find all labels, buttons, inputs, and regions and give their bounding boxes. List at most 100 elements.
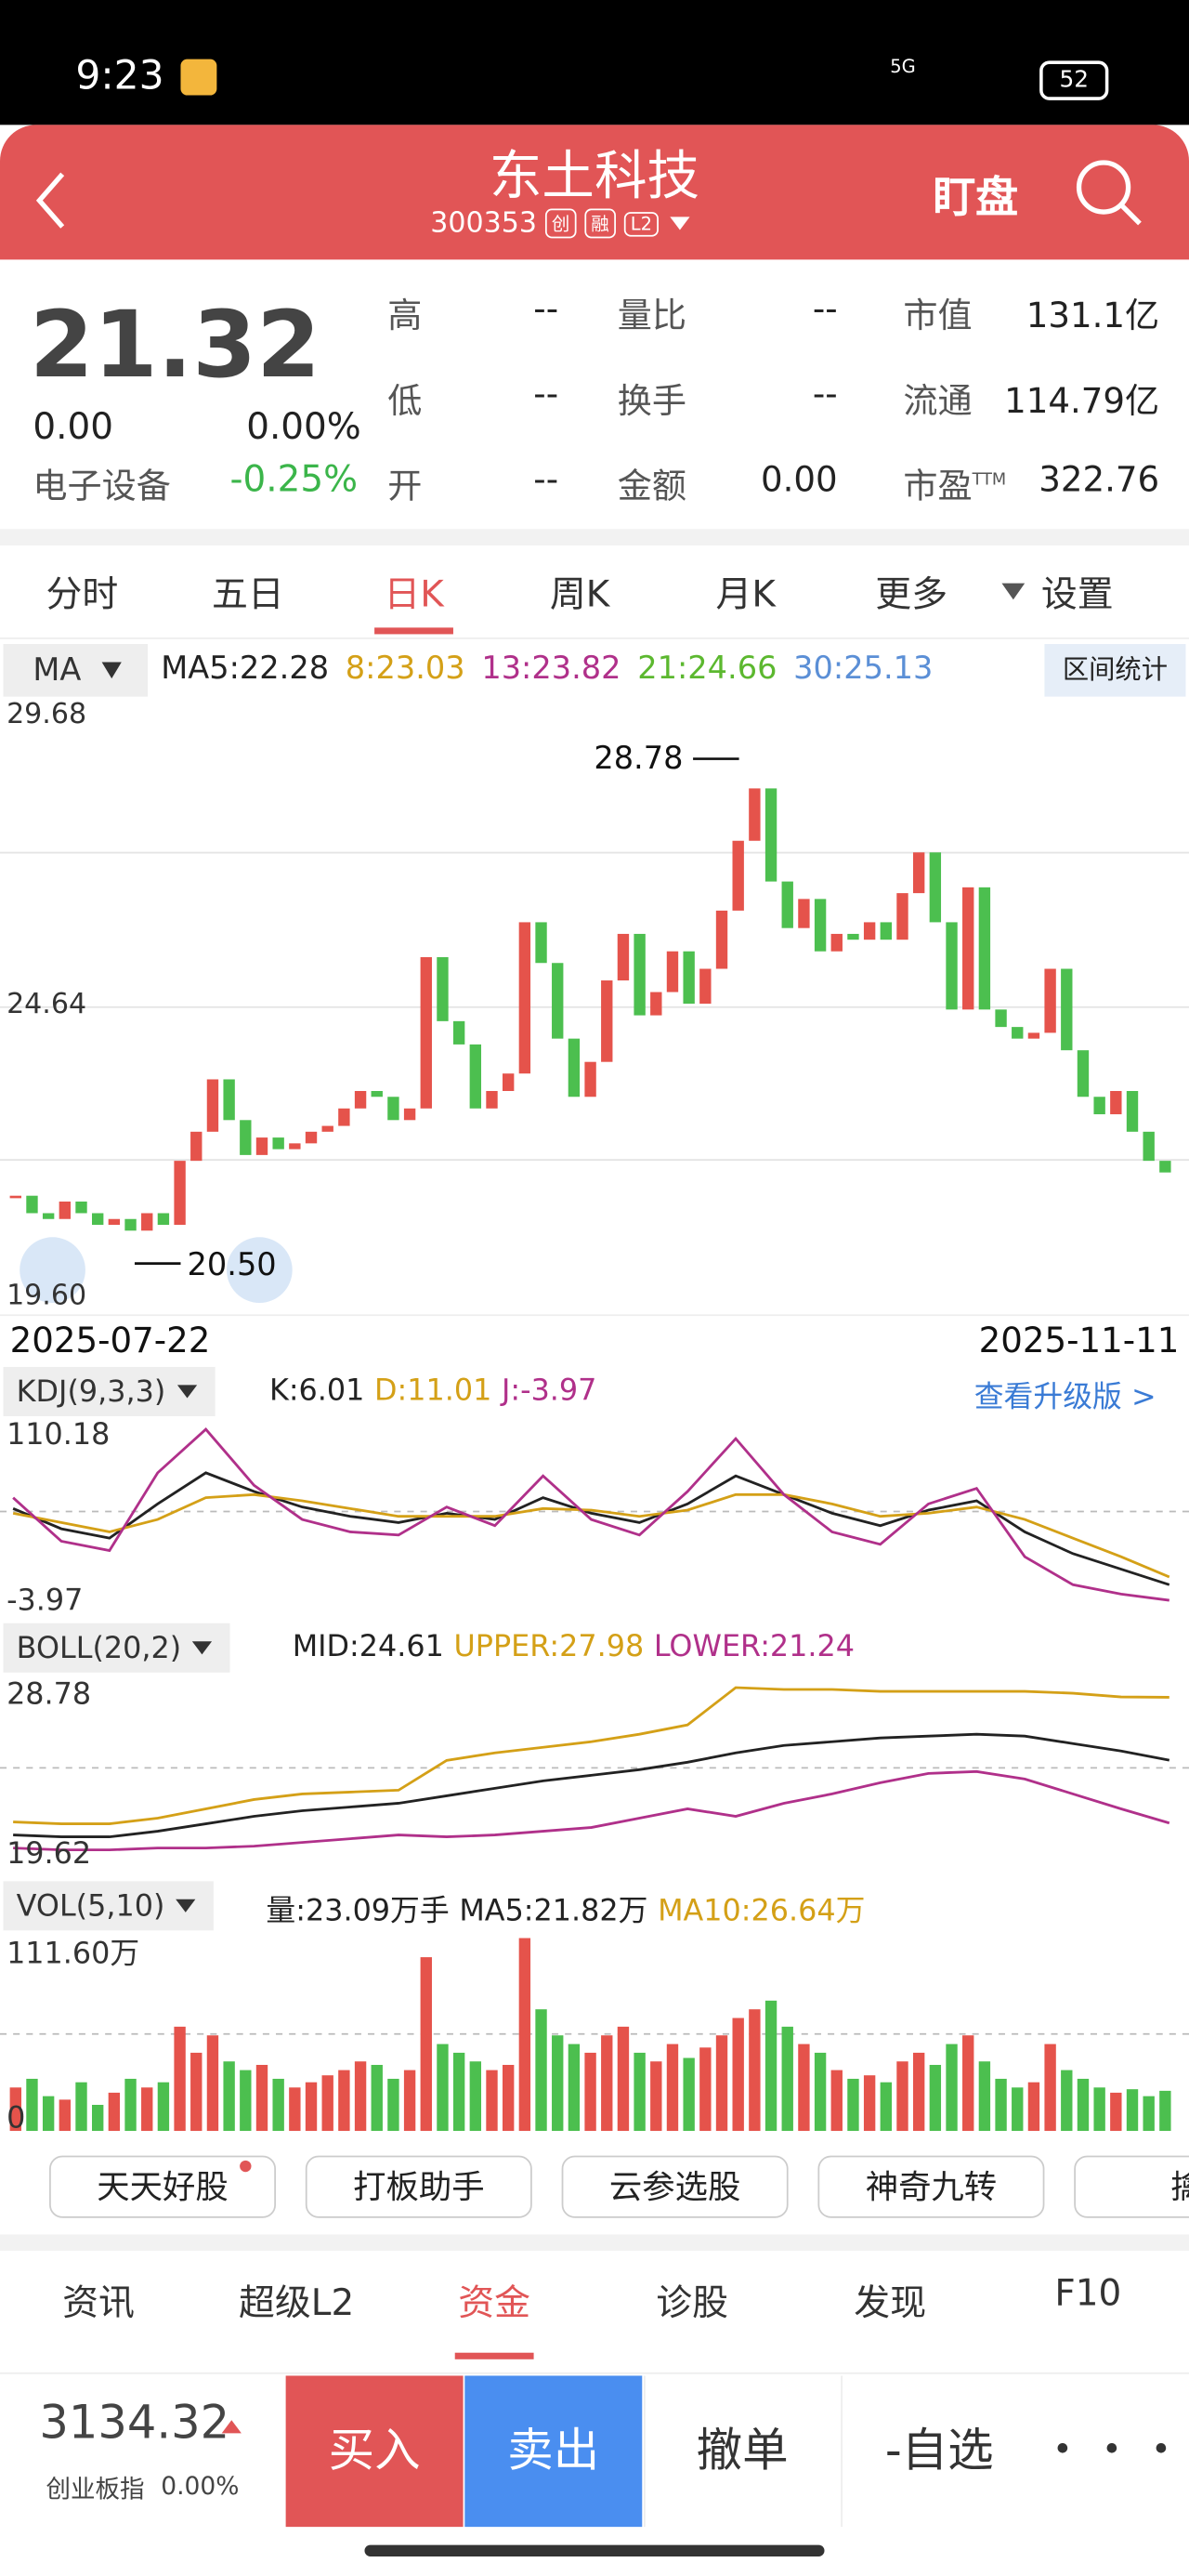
ma-values: MA5:22.28 8:23.03 13:23.82 21:24.66 30:25.13 [161, 651, 933, 687]
trade-button[interactable]: 买入 [285, 2375, 464, 2528]
indicator-line [13, 1686, 1169, 1825]
volume-bar [1012, 2087, 1024, 2132]
candle [749, 788, 761, 841]
vol-toggle[interactable]: VOL(5,10) [3, 1881, 215, 1931]
candle [1143, 1131, 1155, 1162]
stock-code-row: 300353 创 融 L2 [430, 207, 693, 240]
more-button[interactable] [1038, 2432, 1185, 2464]
price: 21.32 [29, 292, 321, 400]
volume-bar [995, 2078, 1007, 2132]
period-tab[interactable]: 日K [384, 574, 444, 616]
y-tick-label: 0 [7, 2100, 25, 2136]
tool-button[interactable]: 擒 [1074, 2155, 1189, 2218]
boll-value: UPPER:27.98 [453, 1629, 645, 1664]
volume-bar [371, 2065, 383, 2132]
field-value: 131.1亿 [1026, 296, 1160, 335]
volume-bar [469, 2061, 482, 2132]
vol-header: VOL(5,10) 量:23.09万手 MA5:21.82万 MA10:26.64万 [0, 1881, 1189, 1934]
period-tab[interactable]: 五日 [212, 574, 284, 616]
candle [141, 1213, 153, 1231]
kdj-toggle[interactable]: KDJ(9,3,3) [3, 1366, 216, 1416]
candle [584, 1061, 596, 1097]
upgrade-link[interactable]: 查看升级版 > [973, 1380, 1156, 1415]
tool-button[interactable]: 神奇九转 [817, 2155, 1045, 2218]
boll-header: BOLL(20,2) MID:24.61 UPPER:27.98 LOWER:21.2… [0, 1623, 1189, 1676]
up-arrow [221, 2420, 242, 2434]
volume-bar [863, 2075, 876, 2132]
section-tab[interactable]: 资金 [458, 2283, 531, 2325]
volume-bar [108, 2092, 121, 2132]
volume-bar [59, 2099, 72, 2132]
search-button[interactable] [1071, 154, 1146, 230]
field-sup: TTM [972, 471, 1007, 490]
candle [847, 933, 859, 940]
field-label: 开 [387, 467, 423, 506]
section-tab[interactable]: 资讯 [62, 2283, 135, 2325]
tool-button[interactable]: 天天好股 [49, 2155, 277, 2218]
candle [1044, 968, 1056, 1033]
back-button[interactable] [33, 167, 72, 233]
divider [0, 529, 1189, 545]
candle [946, 922, 958, 1010]
period-tab[interactable]: 分时 [46, 574, 119, 616]
period-tab[interactable]: 设置 [1040, 574, 1114, 616]
candle [240, 1120, 252, 1155]
candle [452, 1020, 465, 1045]
indicator-line [13, 1732, 1170, 1839]
trade-button[interactable]: -自选 [841, 2375, 1037, 2528]
field-value: -- [812, 289, 838, 329]
section-tab[interactable]: F10 [1054, 2273, 1122, 2316]
candle [601, 980, 613, 1062]
section-tab[interactable]: 超级L2 [238, 2283, 355, 2325]
field-value: 322.76 [1039, 460, 1160, 500]
volume-bar [190, 2052, 203, 2132]
candle [26, 1195, 38, 1214]
collapse-button[interactable] [20, 1237, 85, 1303]
candle [535, 922, 547, 964]
trade-button[interactable]: 卖出 [464, 2375, 643, 2528]
volume-bar [683, 2057, 695, 2132]
section-tab[interactable]: 诊股 [656, 2283, 729, 2325]
field-label: 市值 [903, 296, 973, 335]
candle [781, 881, 793, 928]
field-value: -- [812, 375, 838, 414]
app-icon [180, 59, 217, 96]
tool-button[interactable]: 打板助手 [305, 2155, 532, 2218]
volume-bar [601, 2035, 613, 2132]
candle [995, 1009, 1007, 1028]
ma-toggle[interactable]: MA [3, 644, 149, 697]
tool-button[interactable]: 云参选股 [561, 2155, 789, 2218]
kdj-values: K:6.01 D:11.01 J:-3.97 [269, 1373, 596, 1408]
volume-bar [518, 1938, 531, 2132]
volume-bar [798, 2044, 810, 2132]
period-tab[interactable]: 周K [549, 574, 610, 616]
candle [387, 1097, 399, 1121]
candle [912, 852, 925, 894]
ma-value: 8:23.03 [345, 651, 465, 688]
trade-button[interactable]: 撤单 [644, 2375, 840, 2528]
candle [1093, 1097, 1105, 1115]
battery: 52 [1039, 60, 1109, 100]
volume-bar [255, 2065, 268, 2132]
ma-value: 13:23.82 [481, 651, 621, 688]
index-name: 创业板指 [46, 2474, 145, 2504]
field-value: 114.79亿 [1004, 381, 1160, 421]
candle [486, 1090, 498, 1109]
expand-button[interactable] [226, 1237, 293, 1303]
watch-button[interactable]: 盯盘 [933, 174, 1019, 224]
dropdown[interactable] [667, 216, 693, 232]
volume-bar [1110, 2092, 1122, 2132]
volume-bar [502, 2065, 515, 2132]
stock-code: 300353 [430, 206, 537, 241]
field-label: 流通 [903, 381, 973, 421]
status-bar: 9:23 5G 52 [0, 0, 1189, 125]
period-tab[interactable]: 更多 [875, 574, 948, 616]
section-tab[interactable]: 发现 [854, 2283, 927, 2325]
volume-bar [223, 2061, 235, 2132]
range-stats-button[interactable]: 区间统计 [1044, 644, 1186, 697]
period-tab[interactable]: 月K [715, 574, 776, 616]
boll-toggle[interactable]: BOLL(20,2) [3, 1623, 231, 1673]
candle [634, 933, 646, 1016]
candle [650, 992, 662, 1016]
